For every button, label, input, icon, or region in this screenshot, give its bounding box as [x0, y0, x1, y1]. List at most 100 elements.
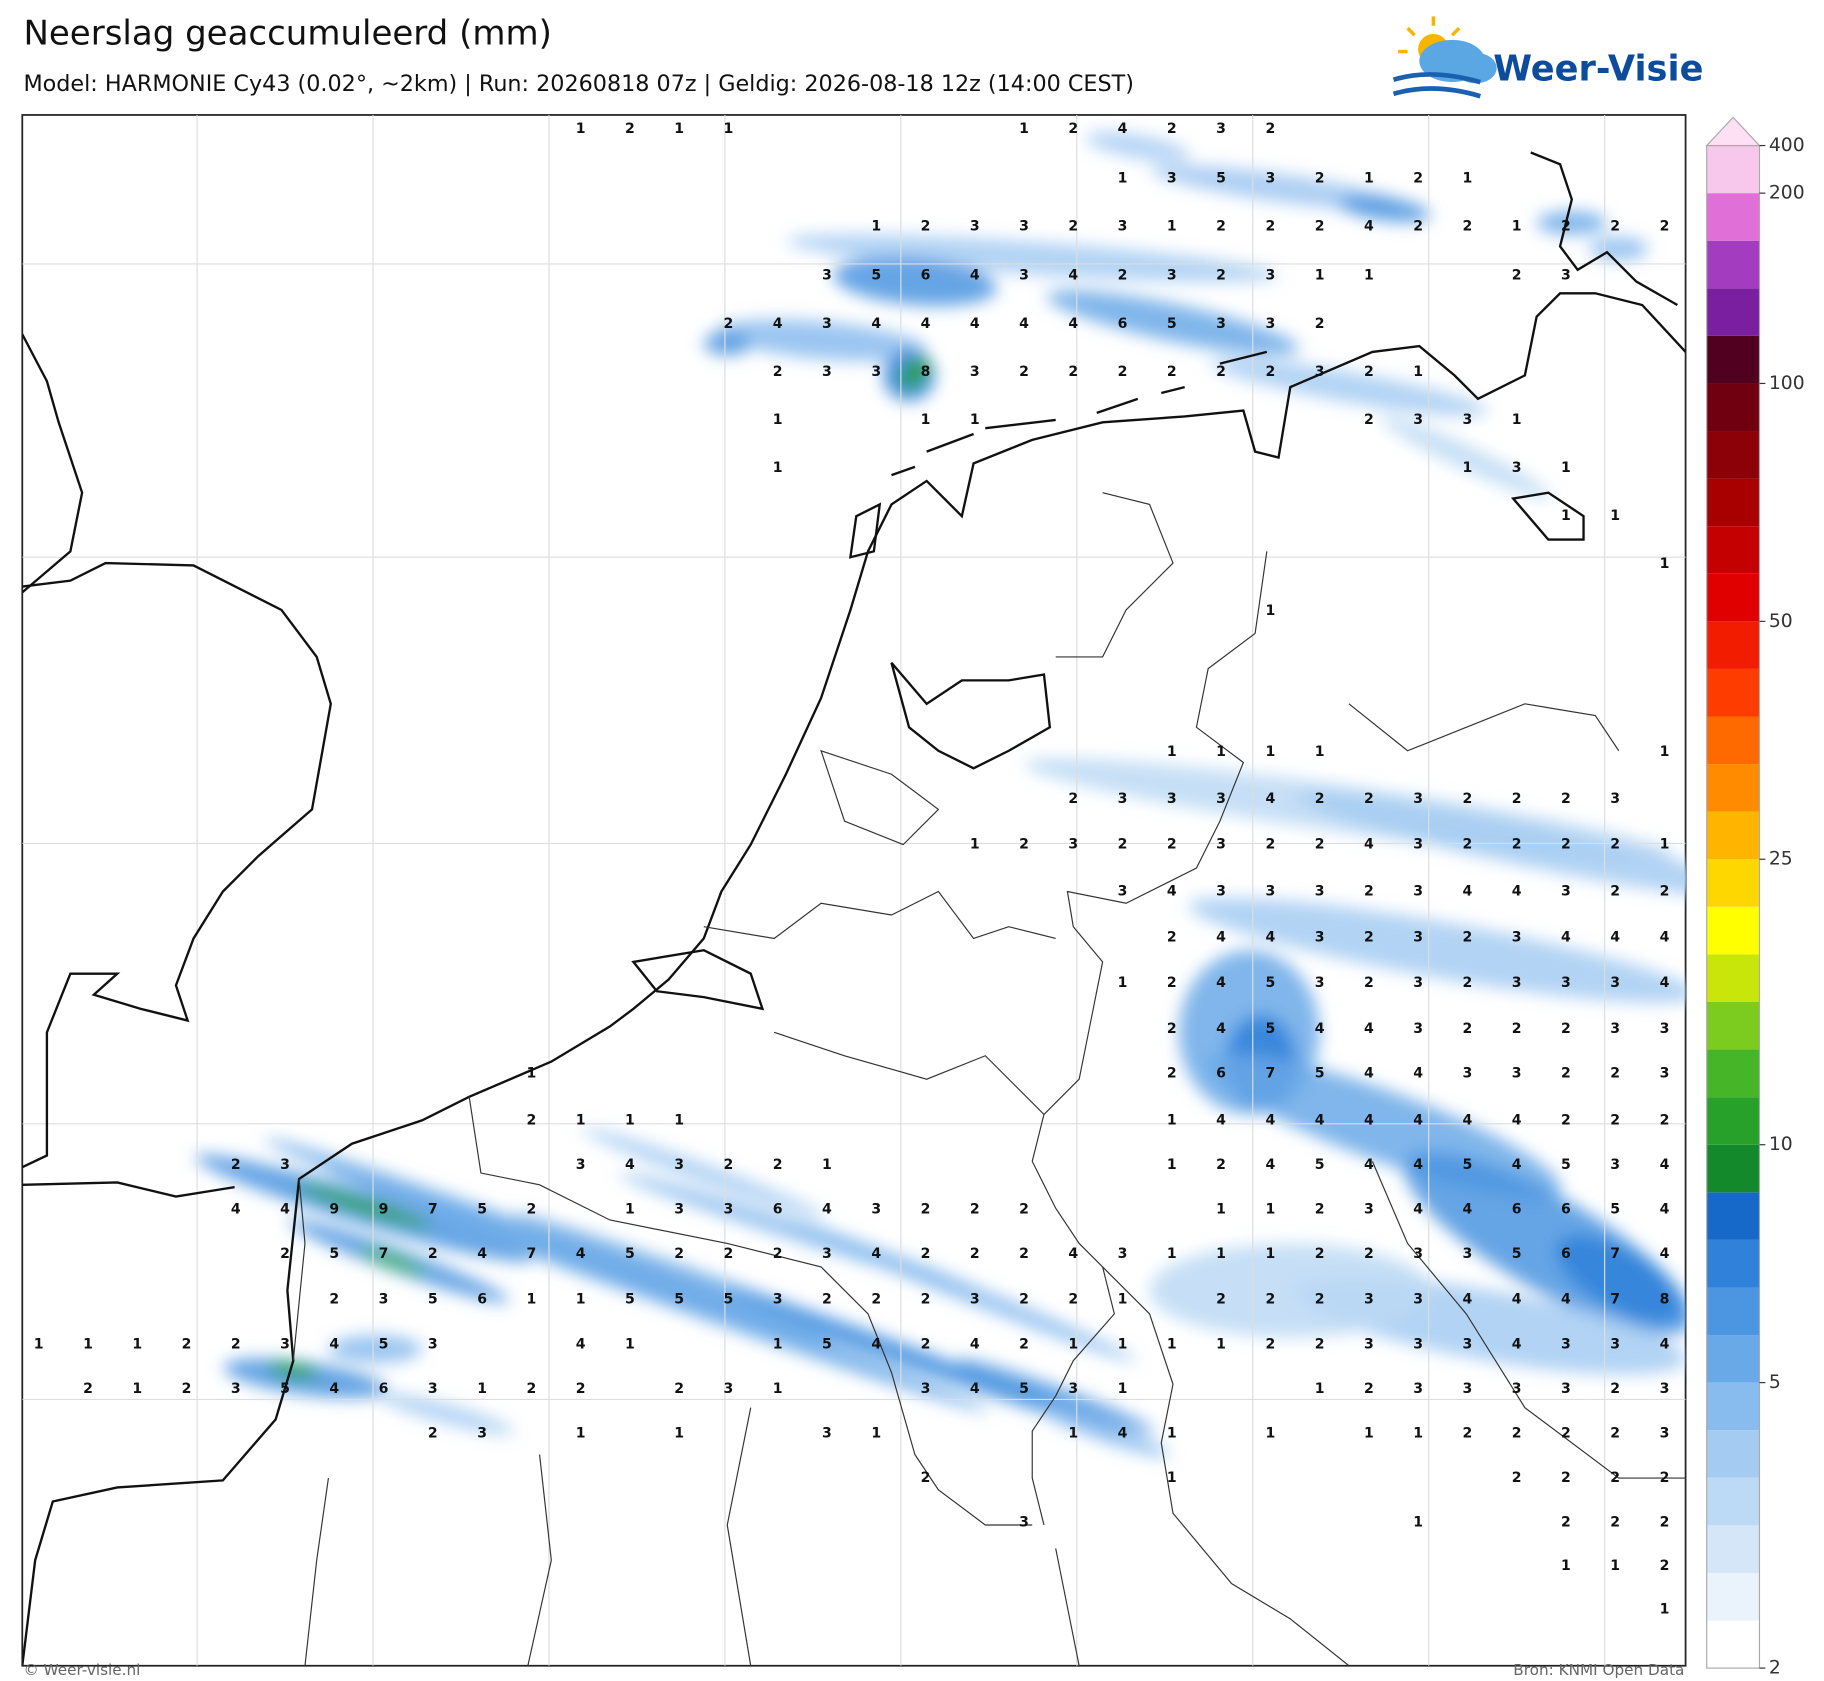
point-value: 4: [1660, 929, 1670, 945]
colorbar-segment: [1706, 1477, 1760, 1526]
point-value: 2: [921, 1246, 931, 1262]
point-value: 6: [921, 268, 931, 284]
colorbar-outline: [1706, 144, 1761, 1669]
point-value: 2: [1068, 1292, 1078, 1308]
point-value: 1: [526, 1065, 536, 1081]
point-value: 2: [1561, 1065, 1571, 1081]
precip-area: [326, 1169, 988, 1412]
point-value: 4: [1167, 884, 1177, 900]
point-value: 4: [1512, 1336, 1522, 1352]
point-value: 2: [1265, 837, 1275, 853]
colorbar-segment: [1706, 1430, 1760, 1478]
point-value: 2: [1019, 1336, 1029, 1352]
point-value: 5: [329, 1246, 339, 1262]
point-value: 1: [1610, 1558, 1620, 1574]
precip-area: [703, 331, 751, 356]
point-value: 2: [1265, 218, 1275, 234]
point-value: 1: [1660, 1601, 1670, 1617]
colorbar-segment: [1706, 1287, 1760, 1336]
point-value: 4: [1561, 1292, 1571, 1308]
point-value: 1: [970, 412, 980, 428]
point-value: 3: [970, 1292, 980, 1308]
point-value: 2: [1610, 218, 1620, 234]
point-value: 2: [921, 218, 931, 234]
point-value: 3: [1019, 1515, 1029, 1531]
point-value: 4: [1512, 1157, 1522, 1173]
point-value: 9: [329, 1201, 339, 1217]
point-value: 4: [1068, 316, 1078, 332]
point-value: 4: [1413, 1065, 1423, 1081]
point-value: 5: [1315, 1065, 1325, 1081]
point-value: 3: [1216, 121, 1226, 137]
point-value: 4: [1463, 1292, 1473, 1308]
point-value: 6: [1216, 1065, 1226, 1081]
point-value: 3: [1315, 929, 1325, 945]
point-value: 2: [1216, 1292, 1226, 1308]
precip-area: [359, 1247, 427, 1275]
point-value: 3: [724, 1381, 734, 1397]
colorbar-label: 10: [1769, 1134, 1793, 1155]
point-value: 1: [132, 1381, 142, 1397]
point-value: 2: [1315, 1246, 1325, 1262]
point-value: 2: [1463, 218, 1473, 234]
point-value: 2: [526, 1381, 536, 1397]
point-value: 2: [970, 1201, 980, 1217]
point-value: 1: [1364, 1425, 1374, 1441]
point-value: 4: [576, 1336, 586, 1352]
point-value: 4: [871, 1246, 881, 1262]
point-value: 2: [526, 1112, 536, 1128]
point-value: 2: [1610, 837, 1620, 853]
point-value: 3: [970, 364, 980, 380]
point-value: 2: [1167, 1021, 1177, 1037]
point-value: 3: [1364, 1292, 1374, 1308]
point-value: 2: [1068, 121, 1078, 137]
point-value: 1: [773, 412, 783, 428]
precip-area: [786, 234, 1278, 282]
point-value: 2: [1364, 364, 1374, 380]
map-frame: [21, 114, 1687, 1667]
title: Neerslag geaccumuleerd (mm): [23, 14, 551, 54]
point-value: 2: [1265, 364, 1275, 380]
point-value: 7: [379, 1246, 389, 1262]
point-value: 2: [1118, 268, 1128, 284]
point-value: 2: [1610, 1425, 1620, 1441]
point-value: 2: [1561, 1112, 1571, 1128]
point-value: 4: [1364, 1065, 1374, 1081]
point-value: 5: [625, 1292, 635, 1308]
point-value: 3: [1068, 837, 1078, 853]
point-value: 4: [1216, 1021, 1226, 1037]
point-value: 3: [1463, 412, 1473, 428]
point-value: 1: [625, 1201, 635, 1217]
point-value: 3: [1610, 975, 1620, 991]
point-value: 1: [1265, 744, 1275, 760]
point-value: 1: [1167, 744, 1177, 760]
point-value: 3: [1315, 364, 1325, 380]
point-value: 3: [822, 316, 832, 332]
precip-area: [267, 1361, 319, 1379]
point-value: 1: [625, 1336, 635, 1352]
point-value: 4: [1413, 1112, 1423, 1128]
colorbar-segment: [1706, 288, 1760, 336]
point-value: 2: [428, 1246, 438, 1262]
point-value: 4: [1660, 1201, 1670, 1217]
point-value: 4: [1660, 1157, 1670, 1173]
colorbar-segment: [1706, 859, 1760, 907]
geography: [22, 114, 1686, 1666]
point-value: 4: [1068, 1246, 1078, 1262]
point-value: 2: [1364, 1246, 1374, 1262]
colorbar-cap: [1705, 116, 1761, 147]
point-value: 3: [1413, 884, 1423, 900]
point-value: 2: [1413, 170, 1423, 186]
point-value: 4: [1512, 884, 1522, 900]
precip-field: [195, 131, 1686, 1457]
colorbar-segment: [1706, 526, 1760, 574]
point-value: 4: [1413, 1201, 1423, 1217]
point-value: 2: [724, 316, 734, 332]
point-value: 4: [1660, 1336, 1670, 1352]
point-value: 2: [921, 1336, 931, 1352]
precip-area: [715, 319, 927, 362]
point-value: 4: [1216, 1112, 1226, 1128]
point-value: 3: [231, 1381, 241, 1397]
point-value: 3: [1216, 837, 1226, 853]
point-value: 1: [674, 1112, 684, 1128]
